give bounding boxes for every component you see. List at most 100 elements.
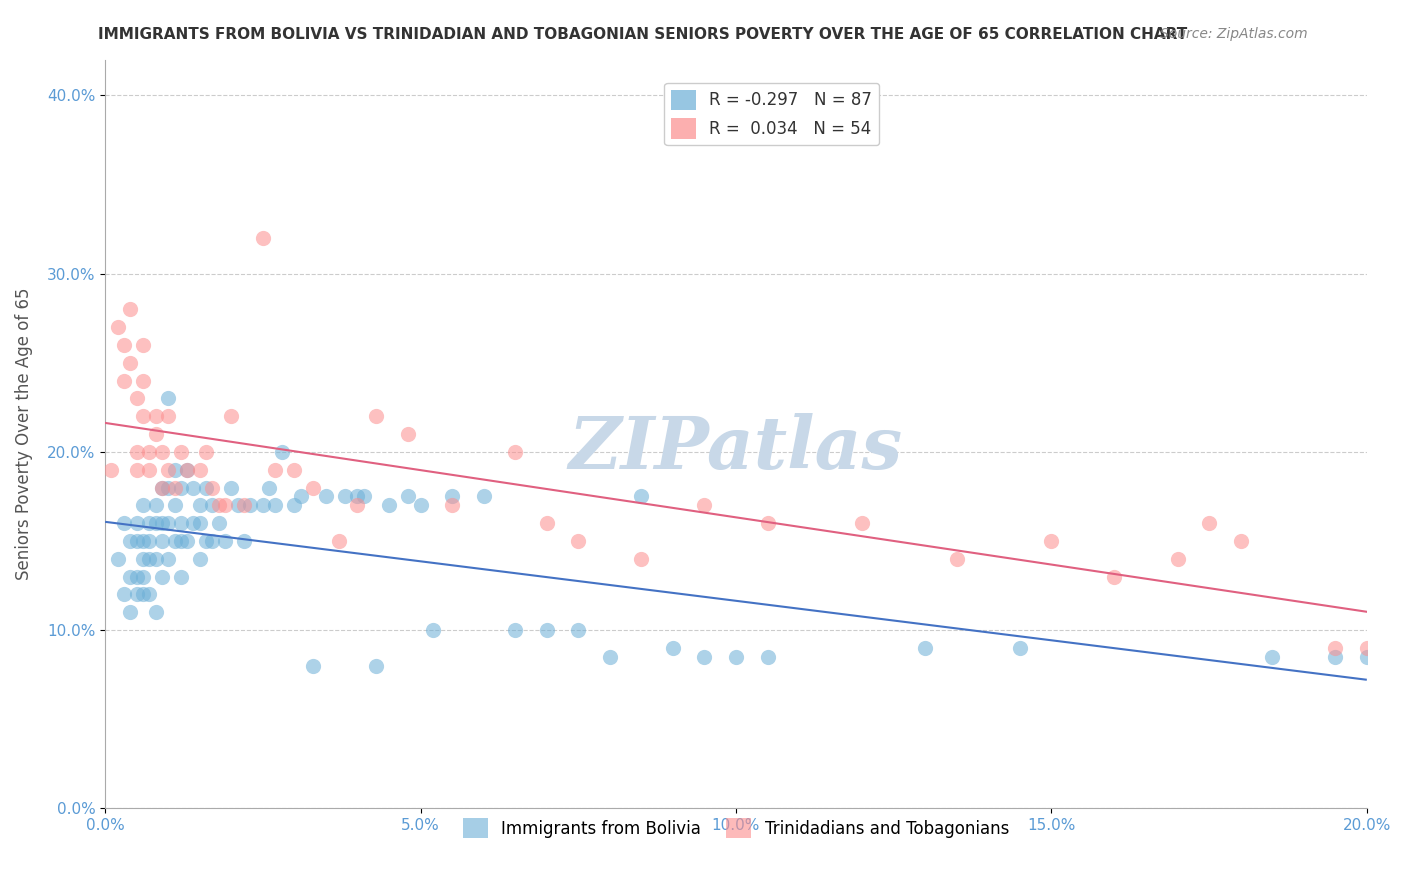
Point (176, 534, 198, 549)
Point (195, 534, 218, 549)
Point (157, 516, 180, 531)
Point (945, 551, 967, 566)
Point (138, 463, 160, 477)
Point (132, 499, 155, 513)
Point (150, 516, 173, 531)
Point (208, 499, 231, 513)
Point (201, 481, 224, 495)
Point (378, 499, 401, 513)
Point (214, 534, 236, 549)
Legend: Immigrants from Bolivia, Trinidadians and Tobagonians: Immigrants from Bolivia, Trinidadians an… (457, 812, 1015, 845)
Point (756, 649, 779, 664)
Point (170, 516, 193, 531)
Point (112, 587, 135, 601)
Point (188, 551, 211, 566)
Point (157, 409, 180, 424)
Point (264, 499, 287, 513)
Point (208, 516, 231, 531)
Point (163, 463, 186, 477)
Point (183, 516, 205, 531)
Point (409, 499, 432, 513)
Text: IMMIGRANTS FROM BOLIVIA VS TRINIDADIAN AND TOBAGONIAN SENIORS POVERTY OVER THE A: IMMIGRANTS FROM BOLIVIA VS TRINIDADIAN A… (98, 27, 1188, 42)
Point (290, 490, 312, 504)
Point (157, 463, 180, 477)
Point (1261, 649, 1284, 664)
Point (283, 463, 305, 477)
Point (693, 649, 716, 664)
Point (503, 623, 526, 637)
Point (219, 481, 242, 495)
Point (120, 302, 142, 317)
Point (170, 569, 193, 583)
Point (219, 409, 242, 424)
Point (232, 499, 254, 513)
Point (422, 623, 444, 637)
Point (112, 374, 135, 388)
Point (567, 534, 589, 549)
Point (145, 516, 167, 531)
Point (138, 445, 160, 459)
Point (157, 551, 180, 566)
Point (239, 499, 262, 513)
Point (270, 445, 292, 459)
Point (163, 534, 186, 549)
Point (157, 392, 180, 406)
Y-axis label: Seniors Poverty Over the Age of 65: Seniors Poverty Over the Age of 65 (15, 288, 32, 581)
Point (1040, 534, 1063, 549)
Point (145, 605, 167, 619)
Point (264, 463, 287, 477)
Text: ZIPatlas: ZIPatlas (569, 414, 903, 484)
Point (125, 445, 148, 459)
Point (132, 374, 155, 388)
Point (145, 499, 167, 513)
Point (396, 490, 419, 504)
Point (138, 551, 160, 566)
Point (1355, 640, 1378, 655)
Point (441, 490, 464, 504)
Point (132, 587, 155, 601)
Point (693, 499, 716, 513)
Point (120, 605, 142, 619)
Point (346, 490, 368, 504)
Point (472, 490, 495, 504)
Point (125, 534, 148, 549)
Point (150, 445, 173, 459)
Point (150, 569, 173, 583)
Text: Source: ZipAtlas.com: Source: ZipAtlas.com (1160, 27, 1308, 41)
Point (150, 534, 173, 549)
Point (536, 623, 558, 637)
Point (170, 445, 193, 459)
Point (125, 516, 148, 531)
Point (125, 587, 148, 601)
Point (170, 534, 193, 549)
Point (567, 623, 589, 637)
Point (346, 499, 368, 513)
Point (536, 516, 558, 531)
Point (599, 649, 621, 664)
Point (914, 640, 936, 655)
Point (1008, 640, 1031, 655)
Point (163, 499, 186, 513)
Point (366, 658, 388, 673)
Point (851, 516, 873, 531)
Point (188, 516, 211, 531)
Point (662, 640, 685, 655)
Point (1104, 569, 1126, 583)
Point (183, 481, 205, 495)
Point (125, 569, 148, 583)
Point (252, 499, 274, 513)
Point (201, 534, 224, 549)
Point (195, 445, 218, 459)
Point (302, 481, 325, 495)
Point (138, 534, 160, 549)
Point (145, 409, 167, 424)
Point (150, 481, 173, 495)
Point (226, 499, 249, 513)
Point (1229, 534, 1251, 549)
Point (145, 551, 167, 566)
Point (1355, 649, 1378, 664)
Point (195, 481, 218, 495)
Point (112, 516, 135, 531)
Point (120, 569, 142, 583)
Point (315, 490, 337, 504)
